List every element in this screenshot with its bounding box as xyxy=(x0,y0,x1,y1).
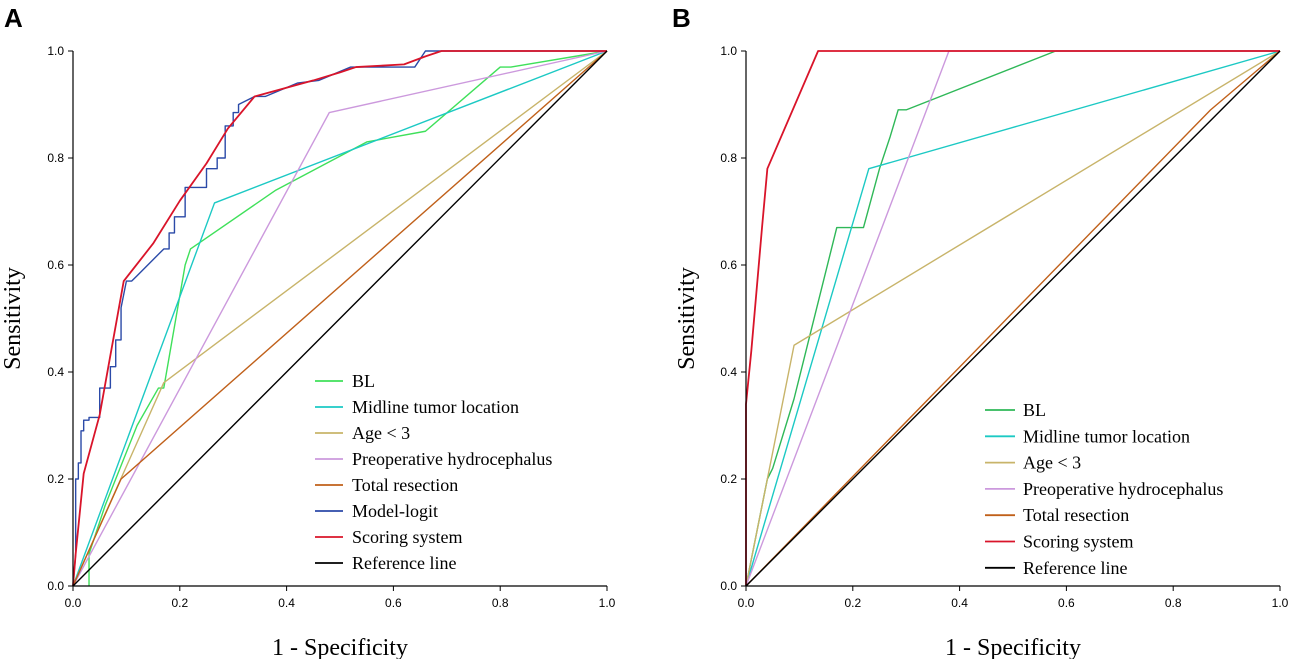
chart-panel-b: B 0.0 0.2 0.4 0.6 0.8 1.0 0.0 0.2 0.4 0.6 0.8 1.0 1 -… xyxy=(672,3,1289,659)
y-axis-title: Sensitivity xyxy=(0,267,26,370)
x-tick-label: 1.0 xyxy=(1272,596,1289,610)
x-tick-label: 0.8 xyxy=(492,596,509,610)
x-tick-label: 0.6 xyxy=(1058,596,1075,610)
y-tick-label: 0.0 xyxy=(47,579,64,593)
series-line-midline-tumor-location xyxy=(745,50,1281,587)
legend: BL Midline tumor location Age < 3 Preoperat… xyxy=(985,400,1223,578)
series-line-total-resection xyxy=(745,50,1281,587)
y-tick-label: 0.8 xyxy=(47,151,64,165)
legend: BL Midline tumor location Age < 3 Preoperat… xyxy=(315,371,552,573)
y-tick-label: 0.8 xyxy=(720,151,737,165)
series-line-bl xyxy=(88,50,608,586)
series-line-bl xyxy=(745,50,1280,587)
x-tick-label: 0.0 xyxy=(65,596,82,610)
series-line-reference-line xyxy=(745,50,1281,587)
legend-label-model-logit: Model-logit xyxy=(352,501,438,521)
series-line-midline-tumor-location xyxy=(72,50,608,587)
legend-label-age-3: Age < 3 xyxy=(1023,453,1081,473)
series-line-model-logit xyxy=(72,50,607,587)
legend-label-preoperative-hydrocephalus: Preoperative hydrocephalus xyxy=(1023,479,1223,499)
x-axis-title: 1 - Specificity xyxy=(945,635,1081,659)
legend-label-total-resection: Total resection xyxy=(1023,505,1129,525)
x-tick-label: 0.2 xyxy=(844,596,861,610)
x-tick-label: 0.4 xyxy=(278,596,295,610)
x-tick-label: 0.6 xyxy=(385,596,402,610)
y-tick-label: 0.2 xyxy=(720,472,737,486)
y-tick-label: 0.0 xyxy=(720,579,737,593)
legend-label-preoperative-hydrocephalus: Preoperative hydrocephalus xyxy=(352,449,552,469)
series-line-scoring-system xyxy=(72,50,607,587)
series-line-age-3 xyxy=(745,50,1281,587)
x-tick-label: 1.0 xyxy=(599,596,616,610)
y-tick-label: 1.0 xyxy=(720,44,737,58)
y-tick-label: 0.4 xyxy=(720,365,737,379)
x-tick-label: 0.8 xyxy=(1165,596,1182,610)
legend-label-midline-tumor-location: Midline tumor location xyxy=(1023,426,1190,446)
y-tick-label: 1.0 xyxy=(47,44,64,58)
legend-label-bl: BL xyxy=(1023,400,1046,420)
series-line-preoperative-hydrocephalus xyxy=(72,50,608,587)
x-tick-label: 0.0 xyxy=(738,596,755,610)
y-axis-title: Sensitivity xyxy=(674,267,700,370)
x-tick-label: 0.2 xyxy=(171,596,188,610)
y-tick-label: 0.6 xyxy=(47,258,64,272)
legend-label-bl: BL xyxy=(352,371,375,391)
panel-label: A xyxy=(4,3,23,33)
chart-panel-a: A 0.0 0.2 0.4 0.6 0.8 1.0 0.0 0.2 0.4 0.6 0.8 1.0 1 -… xyxy=(0,3,616,659)
legend-label-age-3: Age < 3 xyxy=(352,423,410,443)
legend-label-midline-tumor-location: Midline tumor location xyxy=(352,397,519,417)
series-line-total-resection xyxy=(72,50,608,587)
panel-label: B xyxy=(672,3,691,33)
legend-label-scoring-system: Scoring system xyxy=(352,527,463,547)
legend-label-total-resection: Total resection xyxy=(352,475,458,495)
series-line-reference-line xyxy=(72,50,608,587)
legend-label-scoring-system: Scoring system xyxy=(1023,532,1134,552)
x-tick-label: 0.4 xyxy=(951,596,968,610)
x-axis-title: 1 - Specificity xyxy=(272,635,408,659)
legend-label-reference-line: Reference line xyxy=(1023,558,1127,578)
y-tick-label: 0.2 xyxy=(47,472,64,486)
y-tick-label: 0.4 xyxy=(47,365,64,379)
y-tick-label: 0.6 xyxy=(720,258,737,272)
legend-label-reference-line: Reference line xyxy=(352,553,456,573)
